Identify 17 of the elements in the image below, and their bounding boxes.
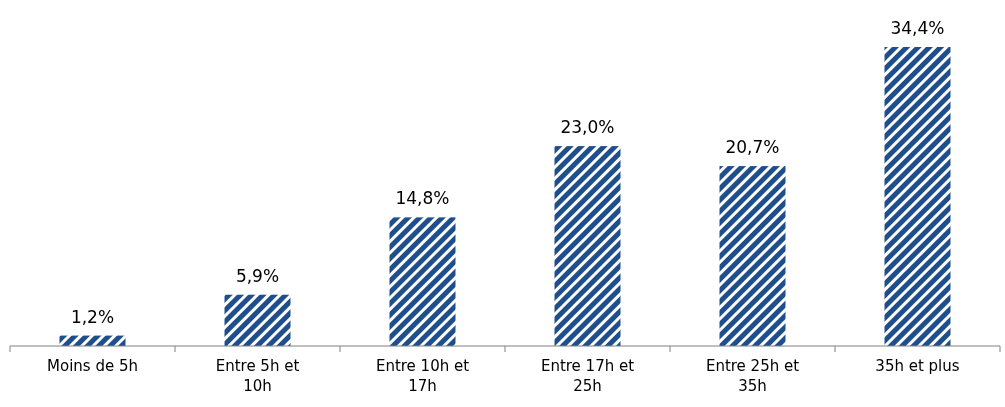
bar xyxy=(389,217,456,346)
x-tick-label: Entre 5h et 10h xyxy=(215,357,300,395)
bar xyxy=(554,146,621,346)
bar xyxy=(224,294,291,346)
bar xyxy=(884,47,951,346)
data-label: 34,4% xyxy=(890,18,945,38)
x-tick-label: Entre 25h et 35h xyxy=(705,357,800,395)
data-label: 1,2% xyxy=(70,306,115,327)
data-label: 5,9% xyxy=(235,265,280,286)
bar xyxy=(719,166,786,346)
data-label: 20,7% xyxy=(725,137,780,158)
x-tick-label: Entre 17h et 25h xyxy=(540,357,635,395)
x-tick-label: Moins de 5h xyxy=(47,357,138,375)
x-tick-label: Entre 10h et 17h xyxy=(375,357,470,395)
x-tick-label: 35h et plus xyxy=(875,357,960,375)
data-label: 23,0% xyxy=(560,117,615,138)
data-label: 14,8% xyxy=(395,188,450,209)
